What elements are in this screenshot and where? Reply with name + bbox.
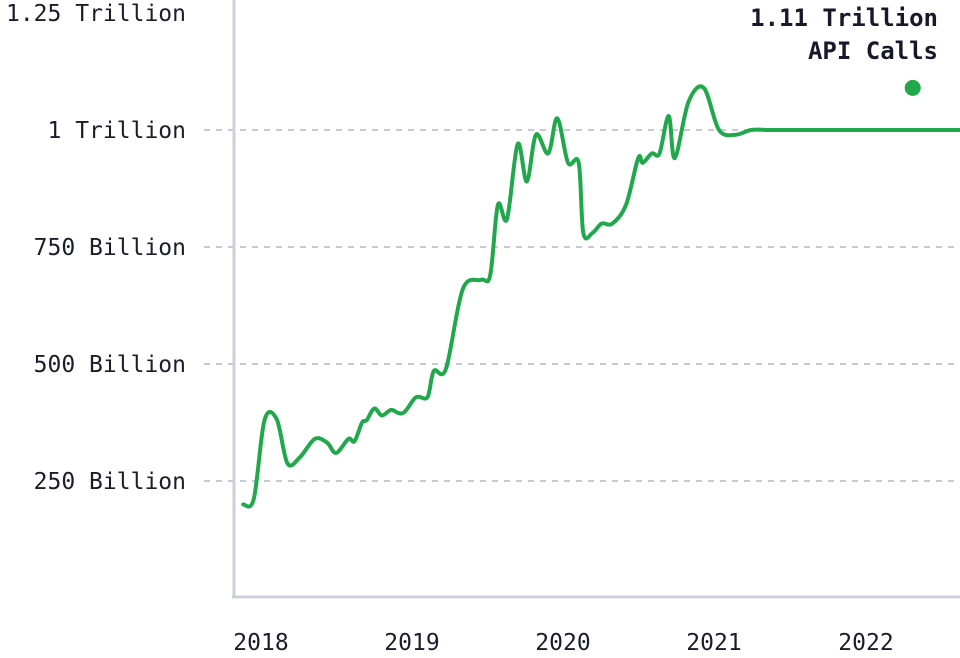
y-tick-label: 750 Billion bbox=[34, 235, 186, 261]
annotation-line-1: 1.11 Trillion bbox=[750, 4, 938, 32]
x-tick-label: 2021 bbox=[686, 630, 741, 656]
y-tick-labels: 250 Billion 500 Billion 750 Billion 1 Trill… bbox=[6, 1, 186, 495]
x-tick-label: 2022 bbox=[838, 630, 893, 656]
x-tick-label: 2020 bbox=[535, 630, 590, 656]
y-tick-label: 1.25 Trillion bbox=[6, 1, 186, 27]
x-tick-label: 2018 bbox=[233, 630, 288, 656]
peak-marker bbox=[904, 79, 921, 96]
x-tick-label: 2019 bbox=[384, 630, 439, 656]
y-tick-label: 1 Trillion bbox=[48, 118, 186, 144]
y-tick-label: 500 Billion bbox=[34, 352, 186, 378]
series-line bbox=[241, 84, 960, 509]
annotation: 1.11 Trillion API Calls bbox=[750, 4, 938, 65]
series bbox=[241, 79, 960, 509]
annotation-line-2: API Calls bbox=[808, 37, 938, 65]
gridlines bbox=[204, 129, 960, 482]
y-tick-label: 250 Billion bbox=[34, 469, 186, 495]
x-tick-labels: 2018 2019 2020 2021 2022 bbox=[233, 630, 893, 656]
